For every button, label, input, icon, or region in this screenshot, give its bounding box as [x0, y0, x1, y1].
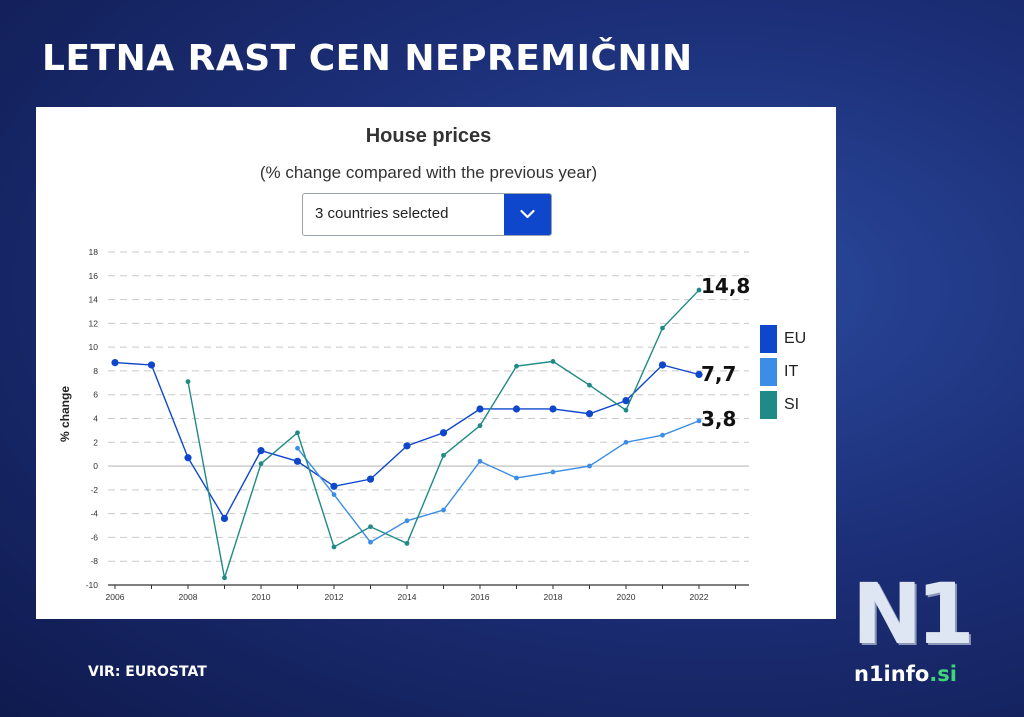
y-tick-label: 16	[89, 271, 99, 281]
data-point-si	[660, 325, 665, 331]
data-point-eu	[622, 397, 630, 405]
y-axis-ticks: 18 16 14 12 10 8 6 4 2 0 -2 -4 -6 -8 -10	[86, 247, 99, 590]
y-tick-label: -10	[86, 580, 99, 590]
end-label-si: 14,8	[701, 274, 751, 298]
legend-swatch-si	[760, 391, 777, 419]
source-note: VIR: EUROSTAT	[88, 664, 207, 680]
data-point-si	[295, 430, 300, 436]
data-point-si	[587, 382, 592, 388]
data-point-si	[331, 544, 337, 550]
data-point-eu	[585, 410, 594, 418]
legend-swatch-it	[760, 358, 777, 386]
chart-title: House prices	[365, 125, 492, 147]
y-tick-label: -6	[90, 532, 98, 542]
y-tick-label: 14	[89, 295, 99, 305]
logo-mark: N1	[852, 565, 975, 663]
y-tick-label: 0	[93, 461, 98, 471]
data-point-eu	[330, 482, 338, 490]
data-point-si	[222, 575, 227, 581]
x-tick-label: 2012	[325, 592, 344, 602]
x-tick-label: 2010	[252, 592, 271, 602]
data-point-it	[477, 458, 483, 464]
data-point-it	[660, 432, 665, 438]
data-point-it	[368, 539, 373, 545]
data-point-si	[258, 461, 264, 467]
data-point-si	[185, 379, 191, 385]
y-tick-label: -2	[90, 485, 98, 495]
x-tick-label: 2018	[544, 592, 563, 602]
end-label-it: 3,8	[701, 407, 737, 431]
y-tick-label: 4	[93, 414, 98, 424]
data-point-it	[404, 518, 410, 524]
x-tick-label: 2006	[106, 592, 125, 602]
data-point-eu	[549, 405, 557, 413]
x-tick-label: 2014	[398, 592, 417, 602]
y-tick-label: 10	[89, 342, 99, 352]
series-line-it	[296, 420, 700, 544]
y-axis-label: % change	[58, 386, 72, 442]
data-point-eu	[476, 405, 484, 413]
y-tick-label: 2	[93, 437, 98, 447]
legend-label-it: IT	[784, 363, 799, 380]
data-point-si	[441, 452, 446, 458]
x-tick-label: 2020	[617, 592, 636, 602]
data-point-si	[368, 524, 373, 530]
y-tick-label: 12	[89, 318, 99, 328]
data-point-it	[696, 418, 702, 424]
country-select-label: 3 countries selected	[315, 205, 449, 222]
logo-site-domain: n1info	[854, 662, 930, 686]
data-point-si	[550, 359, 556, 364]
legend-label-eu: EU	[784, 330, 807, 347]
end-label-eu: 7,7	[701, 362, 737, 386]
y-tick-label: 18	[89, 247, 99, 257]
x-tick-label: 2016	[471, 592, 490, 602]
series-line-eu	[114, 361, 700, 520]
country-select-dropdown[interactable]: 3 countries selected	[302, 193, 552, 236]
y-tick-label: -8	[90, 556, 98, 566]
data-point-eu	[220, 514, 229, 522]
logo-site-name: n1info.si	[854, 662, 957, 686]
data-point-si	[514, 363, 519, 369]
data-point-eu	[512, 405, 521, 413]
data-point-eu	[257, 447, 265, 455]
data-point-eu	[366, 475, 375, 483]
chevron-down-icon	[520, 209, 535, 219]
x-tick-label: 2008	[179, 592, 198, 602]
x-axis: 2006 2008 2010 2012 2014 2016 2018 2020 2022	[106, 584, 749, 602]
data-point-it	[441, 507, 446, 513]
data-point-si	[623, 407, 629, 413]
data-point-si	[477, 423, 483, 429]
y-tick-label: 6	[93, 390, 98, 400]
data-point-it	[623, 439, 629, 445]
data-point-eu	[439, 429, 448, 437]
data-point-eu	[111, 359, 119, 367]
chart-subtitle: (% change compared with the previous yea…	[259, 163, 598, 182]
data-point-it	[514, 475, 519, 481]
logo-site-tld: .si	[929, 662, 957, 686]
x-tick-label: 2022	[690, 592, 709, 602]
data-point-eu	[147, 361, 156, 369]
n1-logo: N1 n1info.si	[848, 572, 988, 692]
data-point-eu	[695, 370, 703, 379]
data-point-eu	[658, 361, 667, 369]
data-point-eu	[184, 454, 192, 462]
data-point-it	[587, 463, 592, 469]
y-tick-label: -4	[90, 509, 98, 519]
legend-swatch-eu	[760, 325, 777, 353]
chart-grid	[108, 251, 749, 586]
page-headline: LETNA RAST CEN NEPREMIČNIN	[42, 38, 693, 79]
chart-panel: House prices (% change compared with the…	[36, 107, 836, 619]
data-point-si	[696, 287, 702, 293]
data-point-it	[331, 492, 337, 498]
data-point-eu	[403, 442, 411, 450]
legend-label-si: SI	[784, 396, 800, 413]
y-tick-label: 8	[93, 366, 98, 376]
data-point-si	[404, 540, 410, 546]
dropdown-toggle-button[interactable]	[504, 194, 551, 235]
data-point-it	[295, 445, 300, 451]
data-point-it	[550, 469, 556, 475]
chart-series	[111, 287, 703, 581]
data-point-eu	[293, 457, 302, 465]
